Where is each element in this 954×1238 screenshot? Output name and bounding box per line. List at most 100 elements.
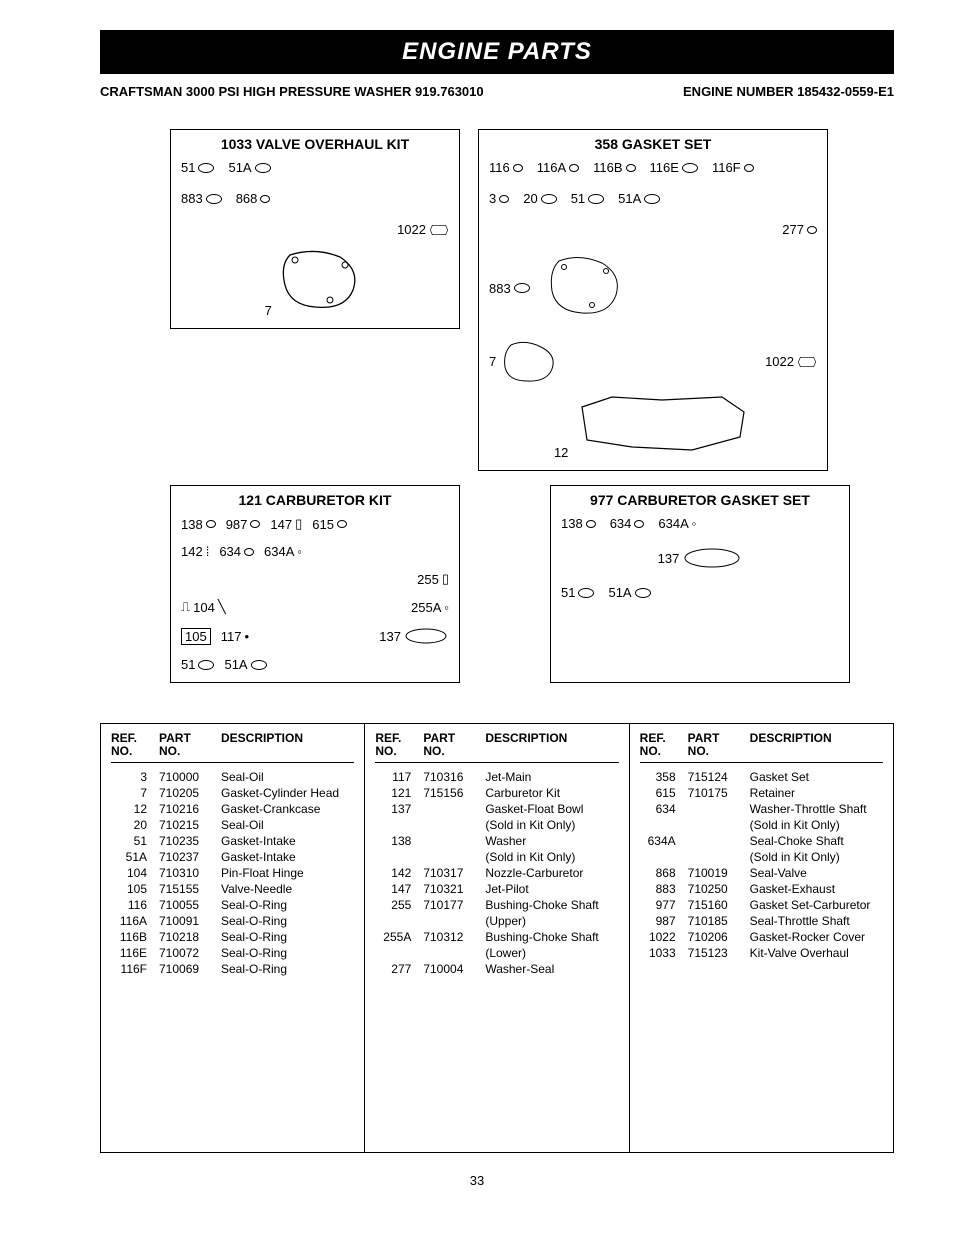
kit-item: 868 [236, 191, 271, 206]
cell-desc: Washer [485, 834, 618, 848]
table-row: 1033715123Kit-Valve Overhaul [640, 945, 883, 961]
cell-desc: Gasket-Intake [221, 850, 354, 864]
kit-item: 117 • [221, 629, 249, 644]
cell-desc: Gasket Set [750, 770, 883, 784]
cell-desc: Pin-Float Hinge [221, 866, 354, 880]
kit-item-large [544, 253, 624, 323]
cell-part: 710215 [159, 818, 215, 832]
cell-part [423, 946, 479, 960]
page-number: 33 [60, 1173, 894, 1188]
kit-item: 51 [181, 657, 214, 672]
kit-title: 358 GASKET SET [489, 136, 817, 152]
table-row: 137Gasket-Float Bowl [375, 801, 618, 817]
kit-item: 137 [658, 547, 743, 569]
cell-desc: Retainer [750, 786, 883, 800]
kit-item: 255 ▯ [417, 571, 449, 587]
cell-desc: Seal-Throttle Shaft [750, 914, 883, 928]
parts-rows-1: 3710000Seal-Oil7710205Gasket-Cylinder He… [111, 769, 354, 977]
col-header-ref: REF. NO. [640, 732, 682, 758]
cell-desc: Bushing-Choke Shaft [485, 930, 618, 944]
col-header-desc: DESCRIPTION [750, 732, 883, 758]
kit-item: 51 [561, 585, 594, 600]
kit-item: 51A [228, 160, 270, 175]
table-row: 105715155Valve-Needle [111, 881, 354, 897]
kit-item: 1022 [397, 222, 449, 237]
subtitle-right: ENGINE NUMBER 185432-0559-E1 [683, 84, 894, 99]
kit-item: 105 [181, 628, 211, 645]
cell-part: 710091 [159, 914, 215, 928]
table-row: 116A710091Seal-O-Ring [111, 913, 354, 929]
cell-ref: 116F [111, 962, 153, 976]
kit-item: 634A ◦ [658, 516, 696, 531]
table-row: 7710205Gasket-Cylinder Head [111, 785, 354, 801]
cell-ref: 105 [111, 882, 153, 896]
cell-part: 710069 [159, 962, 215, 976]
table-row: 116F 710069 Seal-O-Ring [111, 961, 354, 977]
kit-title: 977 CARBURETOR GASKET SET [561, 492, 839, 508]
table-row: (Lower) [375, 945, 618, 961]
kit-title: 1033 VALVE OVERHAUL KIT [181, 136, 449, 152]
cell-desc: Gasket-Float Bowl [485, 802, 618, 816]
table-row: 147710321Jet-Pilot [375, 881, 618, 897]
kit-item: 116 [489, 160, 523, 175]
cell-desc: Valve-Needle [221, 882, 354, 896]
cell-part: 710317 [423, 866, 479, 880]
cell-desc: Gasket-Intake [221, 834, 354, 848]
kit-item: 634 [219, 544, 254, 559]
cell-desc: (Sold in Kit Only) [485, 818, 618, 832]
kit-item: 147▯ [270, 516, 302, 532]
table-row: 634Washer-Throttle Shaft [640, 801, 883, 817]
cell-desc: Washer-Throttle Shaft [750, 802, 883, 816]
cell-part: 710237 [159, 850, 215, 864]
table-row: 104710310Pin-Float Hinge [111, 865, 354, 881]
cell-desc: Seal-O-Ring [221, 962, 354, 976]
cell-desc: Gasket-Exhaust [750, 882, 883, 896]
cell-ref: 615 [640, 786, 682, 800]
cell-ref [375, 818, 417, 832]
cell-ref [375, 946, 417, 960]
cell-part [423, 834, 479, 848]
kit-item: 116A [537, 160, 579, 175]
table-row: 51A 710237 Gasket-Intake [111, 849, 354, 865]
table-row: 1022710206Gasket-Rocker Cover [640, 929, 883, 945]
table-row: 3710000Seal-Oil [111, 769, 354, 785]
cell-part: 710218 [159, 930, 215, 944]
table-row: 116710055Seal-O-Ring [111, 897, 354, 913]
kit-item: 7 [489, 339, 559, 384]
cell-desc: Seal-O-Ring [221, 914, 354, 928]
table-row: 12710216Gasket-Crankcase [111, 801, 354, 817]
cell-desc: Seal-O-Ring [221, 930, 354, 944]
cell-ref: 20 [111, 818, 153, 832]
cell-desc: Kit-Valve Overhaul [750, 946, 883, 960]
cell-part [423, 850, 479, 864]
kit-item-large: 12 [489, 392, 817, 460]
kit-item: 615 [312, 517, 347, 532]
valve-overhaul-kit-box: 1033 VALVE OVERHAUL KIT 51 51A 883 868 1… [170, 129, 460, 329]
table-row: (Sold in Kit Only) [640, 817, 883, 833]
cell-desc: (Upper) [485, 914, 618, 928]
cell-desc: (Sold in Kit Only) [750, 850, 883, 864]
cell-ref: 117 [375, 770, 417, 784]
cell-desc: Jet-Pilot [485, 882, 618, 896]
table-row: 977715160Gasket Set-Carburetor [640, 897, 883, 913]
cell-part [423, 914, 479, 928]
cell-desc: Gasket-Crankcase [221, 802, 354, 816]
cell-ref: 138 [375, 834, 417, 848]
table-row: 358715124Gasket Set [640, 769, 883, 785]
cell-ref: 883 [640, 882, 682, 896]
cell-part: 710055 [159, 898, 215, 912]
parts-rows-2: 117710316Jet-Main121715156Carburetor Kit… [375, 769, 618, 977]
cell-ref: 51A [111, 850, 153, 864]
kit-item: 1022 [765, 354, 817, 369]
table-row: 277710004Washer-Seal [375, 961, 618, 977]
col-header-ref: REF. NO. [111, 732, 153, 758]
cell-desc: Gasket-Rocker Cover [750, 930, 883, 944]
kit-item: 987 [226, 517, 261, 532]
cell-part: 715123 [688, 946, 744, 960]
cell-part: 710316 [423, 770, 479, 784]
cell-desc: (Sold in Kit Only) [485, 850, 618, 864]
table-row: 116B710218Seal-O-Ring [111, 929, 354, 945]
cell-part: 710004 [423, 962, 479, 976]
cell-part: 710072 [159, 946, 215, 960]
cell-part [423, 818, 479, 832]
